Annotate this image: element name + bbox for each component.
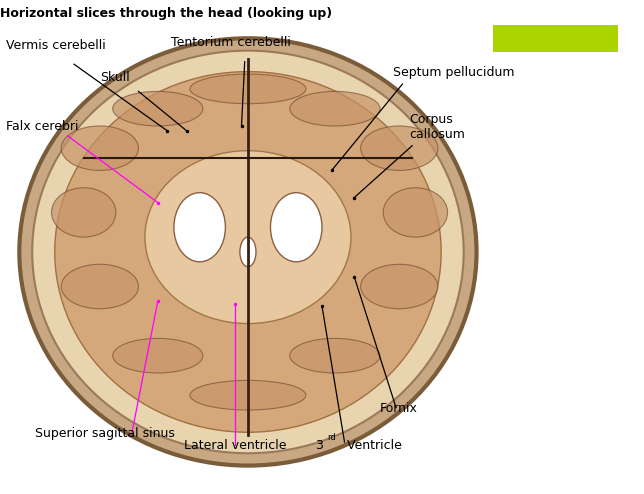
Text: Superior sagittal sinus: Superior sagittal sinus	[35, 427, 175, 440]
Text: Fornix: Fornix	[380, 402, 418, 415]
Ellipse shape	[113, 91, 203, 126]
Ellipse shape	[52, 188, 116, 237]
Ellipse shape	[190, 380, 306, 410]
Ellipse shape	[361, 264, 438, 309]
Text: Falx cerebri: Falx cerebri	[6, 121, 79, 133]
Text: Septum pellucidum: Septum pellucidum	[393, 66, 515, 79]
Ellipse shape	[32, 51, 464, 453]
Text: Skull: Skull	[100, 71, 129, 84]
Ellipse shape	[19, 39, 477, 465]
Ellipse shape	[55, 72, 441, 432]
Text: Corpus
callosum: Corpus callosum	[409, 113, 465, 141]
Text: 3: 3	[316, 439, 323, 452]
Ellipse shape	[61, 264, 138, 309]
Text: Horizontal slices through the head (looking up): Horizontal slices through the head (look…	[0, 7, 332, 20]
Text: Ventricle: Ventricle	[343, 439, 401, 452]
Ellipse shape	[174, 193, 225, 262]
Ellipse shape	[290, 338, 380, 373]
Ellipse shape	[113, 338, 203, 373]
Bar	[493, 25, 618, 52]
Ellipse shape	[290, 91, 380, 126]
Ellipse shape	[61, 126, 138, 170]
Text: Lateral ventricle: Lateral ventricle	[184, 439, 286, 452]
Ellipse shape	[145, 151, 351, 324]
Text: Tentorium cerebelli: Tentorium cerebelli	[171, 37, 290, 49]
Ellipse shape	[383, 188, 448, 237]
Text: Vermis cerebelli: Vermis cerebelli	[6, 39, 106, 52]
Ellipse shape	[361, 126, 438, 170]
Ellipse shape	[270, 193, 322, 262]
Text: rd: rd	[327, 433, 336, 442]
Ellipse shape	[190, 74, 306, 104]
Ellipse shape	[240, 237, 256, 267]
